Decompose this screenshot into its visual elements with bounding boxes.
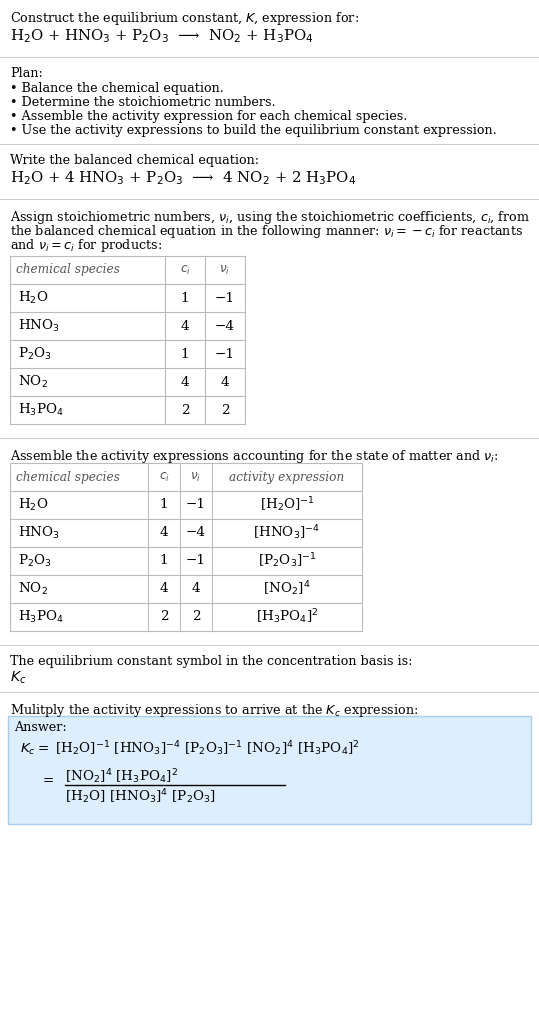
Text: [H$_2$O]$^{-1}$: [H$_2$O]$^{-1}$	[260, 496, 314, 515]
Text: 4: 4	[192, 582, 201, 596]
Text: P$_2$O$_3$: P$_2$O$_3$	[18, 552, 52, 569]
Text: −1: −1	[186, 498, 206, 511]
Text: $=$: $=$	[40, 773, 54, 785]
Text: H$_2$O + 4 HNO$_3$ + P$_2$O$_3$  ⟶  4 NO$_2$ + 2 H$_3$PO$_4$: H$_2$O + 4 HNO$_3$ + P$_2$O$_3$ ⟶ 4 NO$_…	[10, 169, 356, 187]
Text: H$_3$PO$_4$: H$_3$PO$_4$	[18, 402, 64, 418]
Text: The equilibrium constant symbol in the concentration basis is:: The equilibrium constant symbol in the c…	[10, 655, 412, 668]
Text: Assemble the activity expressions accounting for the state of matter and $\nu_i$: Assemble the activity expressions accoun…	[10, 448, 499, 465]
Text: 4: 4	[220, 375, 229, 388]
Text: Mulitply the activity expressions to arrive at the $K_c$ expression:: Mulitply the activity expressions to arr…	[10, 702, 418, 719]
Text: [H$_2$O] [HNO$_3$]$^4$ [P$_2$O$_3$]: [H$_2$O] [HNO$_3$]$^4$ [P$_2$O$_3$]	[65, 787, 216, 806]
Text: • Determine the stoichiometric numbers.: • Determine the stoichiometric numbers.	[10, 96, 275, 109]
FancyBboxPatch shape	[8, 716, 531, 824]
Text: Answer:: Answer:	[14, 721, 67, 734]
Text: • Balance the chemical equation.: • Balance the chemical equation.	[10, 82, 224, 95]
Text: $K_c = $ [H$_2$O]$^{-1}$ [HNO$_3$]$^{-4}$ [P$_2$O$_3$]$^{-1}$ [NO$_2$]$^4$ [H$_3: $K_c = $ [H$_2$O]$^{-1}$ [HNO$_3$]$^{-4}…	[20, 739, 360, 757]
Text: H$_2$O: H$_2$O	[18, 290, 49, 306]
Text: H$_2$O + HNO$_3$ + P$_2$O$_3$  ⟶  NO$_2$ + H$_3$PO$_4$: H$_2$O + HNO$_3$ + P$_2$O$_3$ ⟶ NO$_2$ +…	[10, 27, 314, 45]
Text: −1: −1	[215, 291, 235, 304]
Text: chemical species: chemical species	[16, 263, 120, 277]
Text: HNO$_3$: HNO$_3$	[18, 318, 60, 334]
Text: 1: 1	[160, 555, 168, 568]
Text: H$_2$O: H$_2$O	[18, 497, 49, 514]
Text: 1: 1	[181, 347, 189, 361]
Text: 4: 4	[160, 527, 168, 539]
Text: • Assemble the activity expression for each chemical species.: • Assemble the activity expression for e…	[10, 110, 407, 123]
Text: H$_3$PO$_4$: H$_3$PO$_4$	[18, 609, 64, 625]
Text: Construct the equilibrium constant, $K$, expression for:: Construct the equilibrium constant, $K$,…	[10, 10, 359, 27]
Text: $c_i$: $c_i$	[158, 470, 169, 484]
Text: −4: −4	[215, 320, 235, 332]
Text: NO$_2$: NO$_2$	[18, 581, 48, 597]
Text: $\nu_i$: $\nu_i$	[219, 263, 231, 277]
Text: • Use the activity expressions to build the equilibrium constant expression.: • Use the activity expressions to build …	[10, 124, 497, 137]
Text: Assign stoichiometric numbers, $\nu_i$, using the stoichiometric coefficients, $: Assign stoichiometric numbers, $\nu_i$, …	[10, 209, 530, 226]
Text: 2: 2	[181, 404, 189, 416]
Text: Plan:: Plan:	[10, 67, 43, 80]
Text: [P$_2$O$_3$]$^{-1}$: [P$_2$O$_3$]$^{-1}$	[258, 551, 316, 570]
Text: 2: 2	[160, 611, 168, 623]
Text: activity expression: activity expression	[230, 470, 344, 484]
Text: 1: 1	[181, 291, 189, 304]
Text: [HNO$_3$]$^{-4}$: [HNO$_3$]$^{-4}$	[253, 524, 321, 542]
Text: $K_c$: $K_c$	[10, 670, 26, 687]
Text: and $\nu_i = c_i$ for products:: and $\nu_i = c_i$ for products:	[10, 237, 162, 254]
Text: the balanced chemical equation in the following manner: $\nu_i = -c_i$ for react: the balanced chemical equation in the fo…	[10, 223, 523, 240]
Text: P$_2$O$_3$: P$_2$O$_3$	[18, 346, 52, 362]
Text: 4: 4	[160, 582, 168, 596]
Text: 4: 4	[181, 375, 189, 388]
Text: [NO$_2$]$^4$: [NO$_2$]$^4$	[264, 580, 310, 599]
Text: HNO$_3$: HNO$_3$	[18, 525, 60, 541]
Text: chemical species: chemical species	[16, 470, 120, 484]
Text: $\nu_i$: $\nu_i$	[190, 470, 202, 484]
Text: [H$_3$PO$_4$]$^2$: [H$_3$PO$_4$]$^2$	[256, 608, 318, 626]
Text: 2: 2	[192, 611, 201, 623]
Text: [NO$_2$]$^4$ [H$_3$PO$_4$]$^2$: [NO$_2$]$^4$ [H$_3$PO$_4$]$^2$	[65, 767, 178, 786]
Text: 4: 4	[181, 320, 189, 332]
Text: Write the balanced chemical equation:: Write the balanced chemical equation:	[10, 154, 259, 167]
Text: NO$_2$: NO$_2$	[18, 374, 48, 391]
Text: −1: −1	[215, 347, 235, 361]
Text: $c_i$: $c_i$	[179, 263, 190, 277]
Text: −4: −4	[186, 527, 206, 539]
Text: −1: −1	[186, 555, 206, 568]
Text: 1: 1	[160, 498, 168, 511]
Text: 2: 2	[220, 404, 229, 416]
